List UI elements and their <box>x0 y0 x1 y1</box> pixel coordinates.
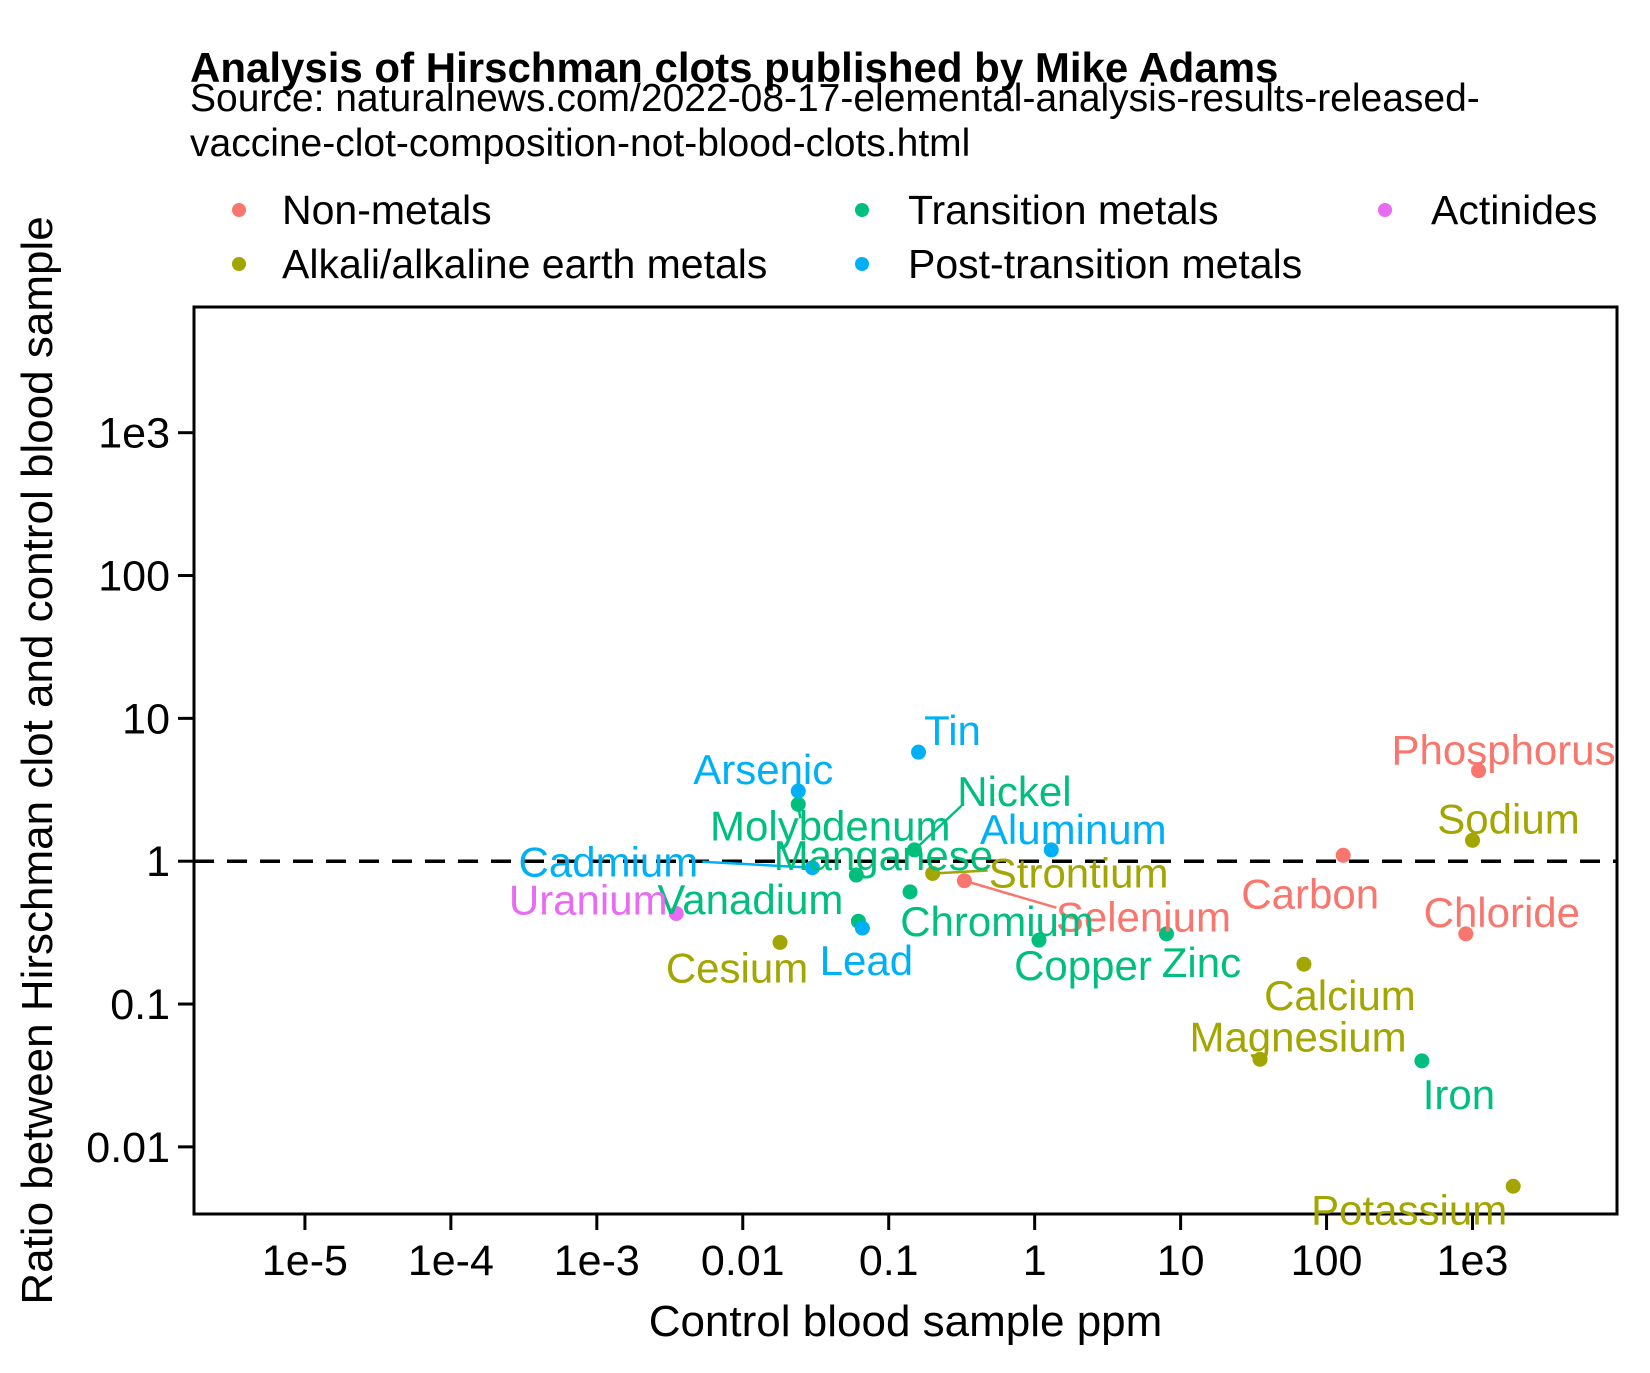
x-tick-label-1: 1 <box>1023 1237 1047 1285</box>
x-tick-label-100: 100 <box>1291 1237 1363 1285</box>
point-label-Carbon: Carbon <box>1241 870 1379 917</box>
y-tick-label-10: 10 <box>122 695 170 743</box>
point-label-Cesium: Cesium <box>666 944 808 991</box>
point-label-Copper: Copper <box>1014 942 1152 989</box>
data-point-Sodium <box>1465 832 1481 848</box>
source-caption: Source: naturalnews.com/2022-08-17-eleme… <box>190 76 1480 166</box>
point-label-Vanadium: Vanadium <box>657 876 843 923</box>
data-point-Phosphorus <box>1471 763 1487 779</box>
point-label-Cadmium: Cadmium <box>519 839 699 886</box>
point-label-Strontium: Strontium <box>989 850 1169 897</box>
point-label-Aluminum: Aluminum <box>980 806 1167 853</box>
point-label-Magnesium: Magnesium <box>1189 1013 1406 1060</box>
data-point-Manganese <box>848 867 864 883</box>
data-point-Cadmium <box>804 860 820 876</box>
x-tick-label-1e-3: 1e-3 <box>554 1237 640 1285</box>
data-point-Aluminum <box>1043 842 1059 858</box>
data-point-Uranium <box>668 906 684 922</box>
data-point-Cesium <box>772 934 788 950</box>
panel-border <box>192 305 1619 1216</box>
leader-line-Cadmium <box>702 860 813 869</box>
data-point-Magnesium <box>1252 1051 1268 1067</box>
source-line-1: Source: naturalnews.com/2022-08-17-eleme… <box>190 77 1480 120</box>
data-point-Potassium <box>1505 1178 1521 1194</box>
point-label-Tin: Tin <box>924 707 981 754</box>
point-label-Sodium: Sodium <box>1437 795 1579 842</box>
data-point-Selenium <box>956 873 972 889</box>
source-line-2: vaccine-clot-composition-not-blood-clots… <box>190 122 971 166</box>
point-label-Manganese: Manganese <box>774 832 994 879</box>
data-point-Copper <box>1031 932 1047 948</box>
y-tick-label-1e3: 1e3 <box>98 410 170 458</box>
panel-background <box>194 307 1617 1214</box>
data-point-Carbon <box>1335 847 1351 863</box>
data-point-Strontium <box>925 866 941 882</box>
point-label-Iron: Iron <box>1423 1071 1495 1118</box>
y-tick-label-0.1: 0.1 <box>110 981 170 1029</box>
point-label-Chloride: Chloride <box>1424 889 1580 936</box>
x-tick-label-1e-5: 1e-5 <box>262 1237 348 1285</box>
point-label-Potassium: Potassium <box>1311 1186 1507 1233</box>
y-tick-label-100: 100 <box>98 553 170 601</box>
point-label-Lead: Lead <box>820 937 913 984</box>
data-point-Zinc <box>1158 926 1174 942</box>
leader-line-Nickel <box>913 804 963 851</box>
point-label-Chromium: Chromium <box>900 898 1094 945</box>
point-label-Arsenic: Arsenic <box>693 746 833 793</box>
x-tick-label-0.01: 0.01 <box>701 1237 785 1285</box>
y-axis-title: Ratio between Hirschman clot and control… <box>13 216 62 1304</box>
data-point-Lead <box>854 920 870 936</box>
point-label-Selenium: Selenium <box>1056 894 1231 941</box>
x-tick-label-0.1: 0.1 <box>859 1237 919 1285</box>
x-tick-label-1e-4: 1e-4 <box>408 1237 494 1285</box>
x-axis-title: Control blood sample ppm <box>649 1297 1163 1346</box>
point-label-Phosphorus: Phosphorus <box>1391 727 1615 774</box>
data-point-Molybdenum <box>790 796 806 812</box>
page-title: Analysis of Hirschman clots published by… <box>190 44 1279 92</box>
point-label-Uranium: Uranium <box>509 877 668 924</box>
data-point-Chromium <box>902 884 918 900</box>
x-tick-label-1e3: 1e3 <box>1437 1237 1509 1285</box>
data-point-Calcium <box>1296 956 1312 972</box>
point-label-Calcium: Calcium <box>1264 972 1416 1019</box>
point-label-Molybdenum: Molybdenum <box>710 802 950 849</box>
y-tick-label-1: 1 <box>146 838 170 886</box>
data-point-Nickel <box>906 842 922 858</box>
data-point-Iron <box>1414 1053 1430 1069</box>
point-label-Nickel: Nickel <box>957 768 1071 815</box>
leader-line-Strontium <box>932 869 988 875</box>
data-point-Chloride <box>1458 926 1474 942</box>
y-tick-label-0.01: 0.01 <box>86 1124 170 1172</box>
x-tick-label-10: 10 <box>1157 1237 1205 1285</box>
data-point-Arsenic <box>790 783 806 799</box>
point-label-Zinc: Zinc <box>1162 939 1241 986</box>
data-point-Tin <box>911 744 927 760</box>
leader-line-Selenium <box>964 879 1057 909</box>
